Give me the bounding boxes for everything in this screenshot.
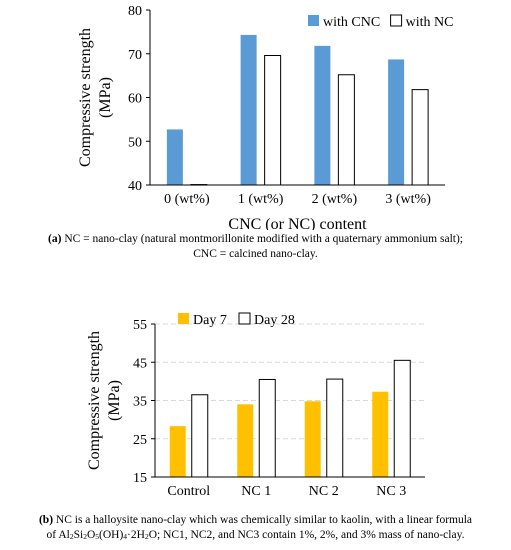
legend-label: with CNC [323, 15, 380, 30]
x-tick-label: NC 2 [309, 484, 339, 499]
bar-day-7 [237, 404, 254, 477]
bar-with-cnc [314, 45, 331, 185]
bar-day-7 [372, 391, 389, 477]
y-tick-label: 40 [128, 179, 142, 194]
y-tick-label: 80 [128, 4, 142, 19]
legend-swatch [238, 312, 251, 325]
y-tick-label: 45 [133, 356, 147, 371]
x-tick-label: 3 (wt%) [385, 192, 431, 207]
legend-swatch [308, 15, 319, 26]
x-tick-label: 1 (wt%) [238, 192, 284, 207]
caption-a-line2: CNC = calcined nano-clay. [193, 248, 318, 260]
chart-a: 40 50 60 70 80 0 (wt%) 1 (wt%) 2 (wt%) 3 (wt%) Co… [77, 4, 454, 230]
y-axis-unit: (MPa) [106, 380, 123, 421]
bar-day-28 [393, 359, 411, 478]
bar-with-nc [337, 74, 355, 186]
caption-b-formula: of Al2Si2O5(OH)4·2H2O; NC1, NC2, and NC3… [46, 529, 465, 541]
chart-b: 15 25 35 45 55 Control NC 1 NC 2 NC 3 Compressive… [86, 312, 425, 499]
caption-b: (b) NC is a halloysite nano-clay which w… [0, 513, 511, 544]
x-tick-label: 2 (wt%) [312, 192, 358, 207]
x-tick-label: Control [167, 484, 210, 499]
bar-with-nc [411, 89, 429, 186]
legend-label: Day 7 [193, 313, 227, 328]
x-tick-label: NC 1 [241, 484, 271, 499]
x-axis-title: CNC (or NC) content [228, 216, 367, 230]
legend-swatch [390, 14, 403, 27]
y-tick-label: 15 [133, 471, 147, 486]
x-tick-label: 0 (wt%) [164, 192, 210, 207]
y-axis-unit: (MPa) [97, 77, 114, 118]
bar-with-nc [264, 55, 282, 186]
bar-with-cnc [388, 59, 405, 185]
y-tick-label: 35 [133, 395, 147, 410]
bar-day-7 [304, 401, 321, 477]
bar-with-cnc [166, 129, 183, 185]
y-axis-title: Compressive strength [86, 331, 103, 470]
legend-swatch [178, 313, 189, 324]
bar-day-28 [258, 378, 276, 478]
y-tick-label: 60 [128, 92, 142, 107]
x-tick-label: NC 3 [376, 484, 406, 499]
bar-day-28 [191, 394, 209, 478]
bar-day-28 [326, 378, 344, 478]
bar-day-7 [169, 426, 186, 477]
caption-a-line1: NC = nano-clay (natural montmorillonite … [61, 233, 463, 245]
bar-with-cnc [240, 34, 257, 185]
y-axis-title: Compressive strength [77, 28, 94, 167]
y-tick-label: 55 [133, 318, 147, 333]
legend-label: Day 28 [254, 313, 295, 328]
caption-a-label: (a) [48, 233, 62, 245]
caption-b-line1: NC is a halloysite nano-clay which was c… [53, 514, 473, 526]
y-tick-label: 50 [128, 135, 142, 150]
caption-b-label: (b) [38, 514, 54, 526]
y-tick-label: 70 [128, 48, 142, 63]
y-tick-label: 25 [133, 433, 147, 448]
legend-label: with NC [406, 15, 454, 30]
caption-a: (a) NC = nano-clay (natural montmorillon… [0, 232, 511, 262]
